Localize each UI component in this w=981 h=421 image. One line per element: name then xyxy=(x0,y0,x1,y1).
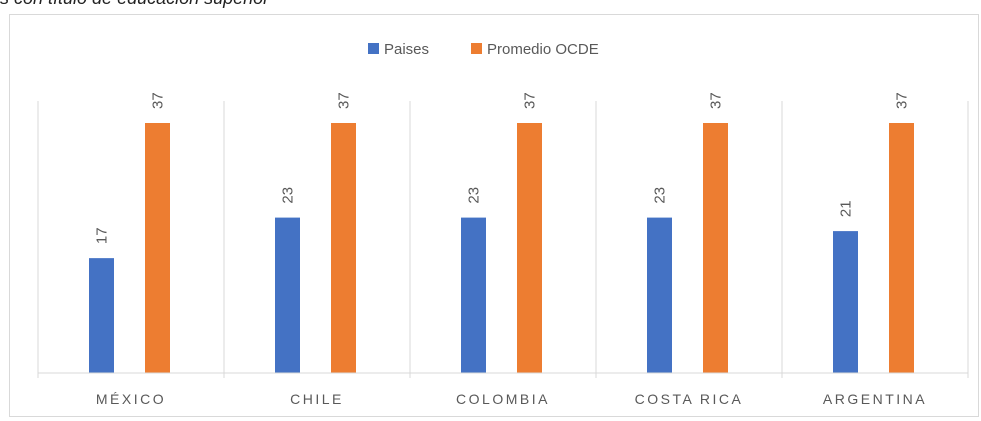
legend-swatch-1 xyxy=(471,43,482,54)
chart-caption: s con título de educación superior xyxy=(0,0,269,9)
bar-paises-3 xyxy=(647,217,672,373)
bars xyxy=(89,123,914,373)
data-labels: 17 37 23 37 23 37 23 37 21 37 xyxy=(94,92,911,244)
data-label: 23 xyxy=(466,187,483,204)
data-label: 37 xyxy=(894,92,911,109)
x-tick-label: COLOMBIA xyxy=(456,391,550,407)
bar-promedio-ocde-4 xyxy=(889,123,914,373)
x-tick-label: COSTA RICA xyxy=(635,391,744,407)
bar-promedio-ocde-2 xyxy=(517,123,542,373)
category-dividers xyxy=(37,101,969,378)
data-label: 37 xyxy=(708,92,725,109)
data-label: 37 xyxy=(522,92,539,109)
data-label: 23 xyxy=(652,187,669,204)
data-label: 37 xyxy=(336,92,353,109)
bar-paises-1 xyxy=(275,217,300,373)
x-tick-label: ARGENTINA xyxy=(823,391,927,407)
bar-paises-4 xyxy=(833,231,858,373)
legend: Paises Promedio OCDE xyxy=(368,41,599,58)
legend-label-1: Promedio OCDE xyxy=(487,41,599,58)
bar-paises-0 xyxy=(89,258,114,373)
bar-promedio-ocde-1 xyxy=(331,123,356,373)
legend-label-0: Paises xyxy=(384,41,429,58)
x-tick-labels: MÉXICO CHILE COLOMBIA COSTA RICA ARGENTINA xyxy=(96,391,927,407)
legend-swatch-0 xyxy=(368,43,379,54)
x-tick-label: MÉXICO xyxy=(96,391,166,407)
data-label: 17 xyxy=(94,227,111,244)
x-tick-label: CHILE xyxy=(290,391,344,407)
data-label: 23 xyxy=(280,187,297,204)
data-label: 37 xyxy=(150,92,167,109)
chart-area: Paises Promedio OCDE 17 37 23 37 23 37 23 37 21 37… xyxy=(9,14,979,417)
data-label: 21 xyxy=(838,200,855,217)
bar-chart: Paises Promedio OCDE 17 37 23 37 23 37 23 37 21 37… xyxy=(37,41,969,407)
bar-paises-2 xyxy=(461,217,486,373)
bar-promedio-ocde-0 xyxy=(145,123,170,373)
bar-promedio-ocde-3 xyxy=(703,123,728,373)
